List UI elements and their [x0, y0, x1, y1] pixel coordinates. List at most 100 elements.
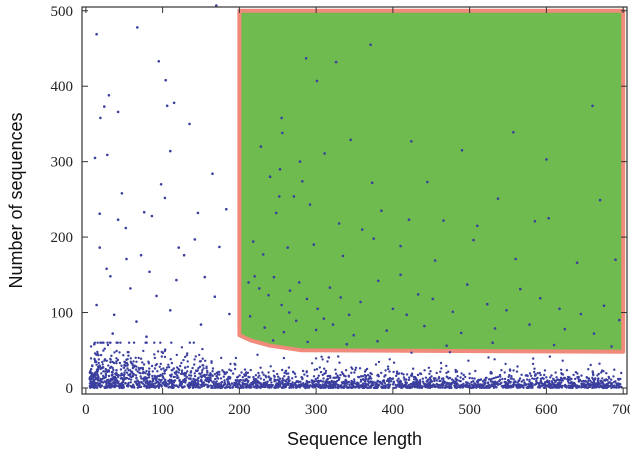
data-point [291, 377, 294, 380]
x-axis-title: Sequence length [287, 429, 422, 449]
data-point [115, 341, 118, 344]
data-point [597, 377, 600, 380]
data-point [456, 383, 459, 386]
data-point [135, 360, 138, 363]
data-point [140, 381, 144, 384]
data-point [204, 359, 207, 362]
data-point [272, 275, 276, 279]
data-point [472, 386, 475, 389]
data-point [136, 370, 139, 373]
data-point [481, 385, 485, 388]
data-point [473, 377, 476, 380]
data-point [619, 383, 622, 386]
data-point [503, 377, 507, 381]
data-point [236, 386, 240, 389]
data-point [154, 364, 157, 367]
data-point [539, 296, 542, 300]
data-point [403, 378, 406, 381]
data-point [286, 246, 290, 249]
data-point [340, 371, 344, 374]
data-point [494, 376, 498, 379]
data-point [569, 378, 573, 381]
data-point [336, 386, 340, 389]
data-point [324, 369, 328, 373]
data-point [105, 359, 109, 362]
data-point [344, 369, 348, 372]
data-point [103, 386, 107, 389]
data-point [150, 364, 154, 368]
data-point [606, 379, 609, 382]
data-point [504, 386, 508, 389]
data-point [257, 371, 260, 375]
data-point [314, 328, 318, 332]
data-point [390, 377, 394, 381]
data-point [109, 379, 112, 383]
x-tick-label: 300 [305, 402, 328, 418]
data-point [315, 368, 319, 371]
data-point [536, 372, 539, 375]
data-point [310, 362, 314, 365]
data-point [98, 382, 101, 385]
data-point [141, 366, 144, 370]
data-point [261, 253, 265, 256]
data-point [193, 238, 197, 241]
data-point [612, 386, 615, 389]
data-point [175, 374, 179, 377]
data-point [126, 358, 129, 361]
data-point [209, 379, 213, 382]
data-point [547, 385, 550, 388]
data-point [435, 382, 438, 386]
data-point [162, 367, 165, 370]
data-point [118, 361, 122, 365]
data-point [179, 381, 182, 385]
data-point [108, 383, 111, 386]
data-point [364, 378, 367, 381]
data-point [321, 380, 324, 383]
data-point [329, 374, 332, 378]
data-point [197, 367, 200, 370]
data-point [277, 375, 280, 378]
data-point [276, 378, 279, 382]
data-point [561, 359, 564, 362]
data-point [231, 385, 234, 389]
data-point [201, 357, 204, 360]
data-point [118, 351, 121, 354]
data-point [198, 365, 202, 368]
data-point [476, 380, 479, 383]
data-point [590, 381, 593, 384]
data-point [479, 383, 482, 386]
data-point [541, 376, 544, 380]
data-point [568, 376, 571, 379]
data-point [138, 385, 141, 388]
data-point [280, 116, 283, 120]
data-point [366, 383, 369, 386]
data-point [268, 386, 271, 389]
data-point [95, 32, 98, 36]
data-point [533, 370, 536, 374]
data-point [392, 361, 396, 364]
data-point [333, 384, 336, 387]
data-point [291, 385, 295, 388]
data-point [552, 343, 556, 347]
data-point [105, 384, 109, 388]
data-point [142, 370, 145, 374]
y-tick-label: 300 [51, 155, 74, 171]
data-point [362, 378, 365, 381]
data-point [499, 382, 502, 385]
data-point [145, 335, 148, 339]
data-point [113, 381, 116, 385]
data-point [206, 376, 209, 379]
data-point [206, 371, 209, 374]
data-point [270, 385, 273, 388]
data-point [533, 367, 536, 370]
data-point [474, 369, 477, 373]
data-point [606, 383, 609, 386]
data-point [421, 385, 424, 388]
data-point [198, 353, 201, 357]
data-point [326, 377, 330, 381]
data-point [142, 378, 145, 381]
data-point [416, 373, 420, 377]
data-point [118, 386, 121, 390]
data-point [432, 383, 435, 386]
data-point [109, 275, 112, 278]
